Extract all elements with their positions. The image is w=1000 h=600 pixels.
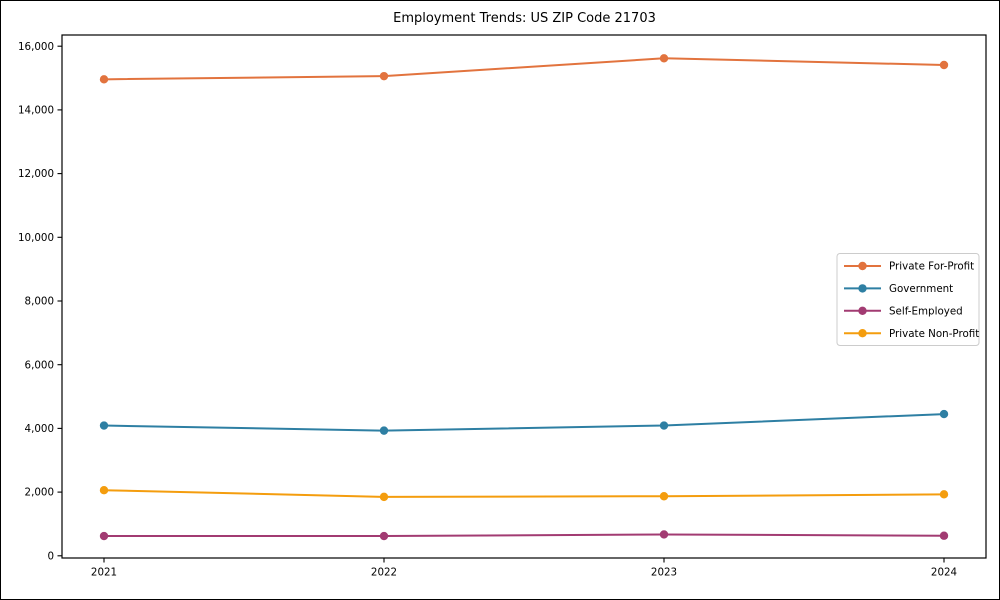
legend: Private For-Profit Government Self-Employe… (836, 253, 980, 346)
legend-marker-self-employed (858, 306, 867, 315)
series-marker-self-employed (379, 531, 389, 541)
y-axis-tick-label: 2,000 (25, 487, 54, 499)
y-axis-tick-label: 4,000 (25, 423, 54, 435)
legend-label-private-for-profit: Private For-Profit (889, 261, 974, 273)
y-axis-tick-label: 6,000 (25, 359, 54, 371)
series-marker-government (659, 421, 669, 430)
series-marker-private-for-profit (939, 60, 949, 70)
legend-label-government: Government (889, 283, 953, 295)
series-marker-self-employed (939, 531, 949, 540)
series-marker-private-non-profit (99, 485, 109, 495)
legend-label-private-non-profit: Private Non-Profit (889, 328, 979, 340)
x-axis-tick-label: 2024 (931, 567, 957, 579)
legend-label-self-employed: Self-Employed (889, 306, 963, 318)
legend-marker-private-non-profit (858, 329, 867, 338)
y-axis-tick-label: 10,000 (18, 232, 54, 244)
series-private-non-profit (99, 485, 949, 502)
legend-item-self-employed: Self-Employed (844, 306, 963, 318)
y-axis-tick-label: 12,000 (18, 168, 54, 180)
series-marker-government (99, 421, 109, 430)
y-axis-tick-label: 8,000 (25, 296, 54, 308)
series-marker-private-non-profit (659, 492, 669, 501)
series-marker-government (939, 409, 949, 419)
series-line-private-non-profit (103, 489, 945, 498)
y-axis-tick-label: 14,000 (18, 105, 54, 117)
series-marker-private-for-profit (379, 71, 389, 81)
series-marker-private-non-profit (939, 490, 949, 499)
x-axis-tick-label: 2021 (91, 567, 117, 579)
series-government (99, 409, 949, 435)
series-line-government (103, 413, 945, 432)
series-line-self-employed (103, 533, 945, 538)
y-axis-tick-label: 16,000 (18, 41, 54, 53)
series-self-employed (99, 530, 949, 541)
plot-border (61, 34, 987, 559)
x-axis-tick-label: 2023 (651, 567, 677, 579)
legend-item-government: Government (844, 283, 953, 295)
series-private-for-profit (99, 54, 949, 84)
x-axis-tick-label: 2022 (371, 567, 397, 579)
chart-title: Employment Trends: US ZIP Code 21703 (393, 11, 656, 26)
legend-marker-private-for-profit (858, 261, 867, 271)
y-axis-tick-label: 0 (47, 550, 54, 562)
series-marker-self-employed (659, 530, 669, 539)
series-marker-government (379, 426, 389, 435)
legend-item-private-non-profit: Private Non-Profit (844, 328, 979, 340)
series-marker-private-for-profit (99, 75, 109, 84)
series-marker-private-for-profit (659, 54, 669, 63)
series-line-private-for-profit (103, 57, 945, 81)
legend-item-private-for-profit: Private For-Profit (844, 261, 974, 273)
legend-marker-government (858, 284, 867, 293)
series-marker-private-non-profit (379, 492, 389, 502)
series-marker-self-employed (99, 531, 109, 541)
legend-box (836, 253, 980, 346)
